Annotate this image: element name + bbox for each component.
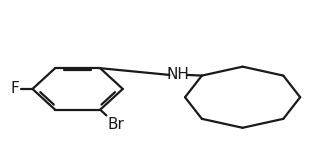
Text: Br: Br [108, 117, 125, 132]
Text: NH: NH [167, 67, 190, 82]
Text: F: F [10, 81, 19, 96]
